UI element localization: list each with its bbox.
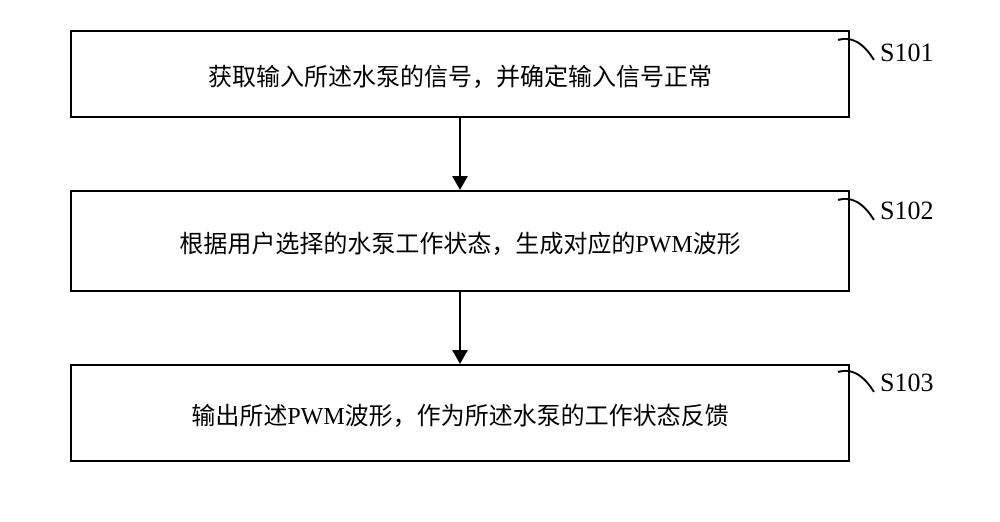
flowchart-step-text: 输出所述PWM波形，作为所述水泵的工作状态反馈 <box>191 396 728 431</box>
flowchart-step-label: S103 <box>880 368 933 398</box>
flowchart-step-text: 获取输入所述水泵的信号，并确定输入信号正常 <box>208 57 712 92</box>
flowchart-step-box: 输出所述PWM波形，作为所述水泵的工作状态反馈 <box>70 364 850 462</box>
flowchart-container: 获取输入所述水泵的信号，并确定输入信号正常 根据用户选择的水泵工作状态，生成对应… <box>70 30 850 462</box>
arrow-down-icon <box>448 292 472 364</box>
flowchart-step-text: 根据用户选择的水泵工作状态，生成对应的PWM波形 <box>179 224 740 259</box>
flowchart-step-label: S102 <box>880 196 933 226</box>
flowchart-connector <box>70 118 850 190</box>
arrow-down-icon <box>448 118 472 190</box>
flowchart-step-box: 获取输入所述水泵的信号，并确定输入信号正常 <box>70 30 850 118</box>
flowchart-step-label: S101 <box>880 38 933 68</box>
flowchart-step-box: 根据用户选择的水泵工作状态，生成对应的PWM波形 <box>70 190 850 292</box>
flowchart-connector <box>70 292 850 364</box>
